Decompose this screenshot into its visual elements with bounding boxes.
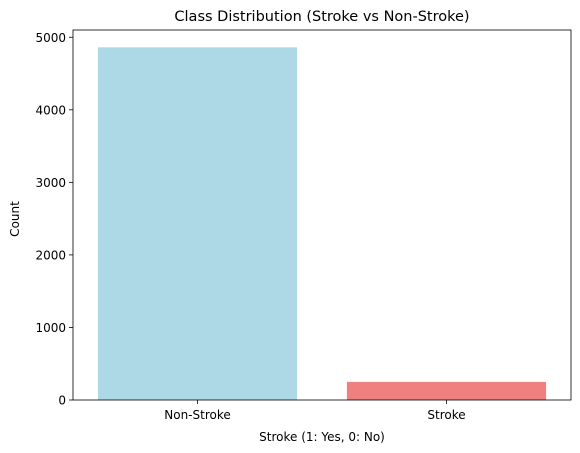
y-tick-label: 5000 [35, 31, 66, 45]
y-axis-ticks: 0 1000 2000 3000 4000 5000 [35, 31, 73, 408]
y-tick-label: 3000 [35, 176, 66, 190]
y-tick-label: 2000 [35, 248, 66, 262]
y-axis-label: Count [8, 201, 22, 237]
bars-group [97, 47, 547, 401]
bar-non-stroke [97, 47, 298, 401]
x-axis-ticks: Non-Stroke Stroke [164, 400, 466, 422]
y-tick-label: 0 [58, 394, 66, 408]
chart-title: Class Distribution (Stroke vs Non-Stroke… [174, 9, 469, 25]
x-tick-label: Stroke [427, 408, 465, 422]
y-tick-label: 4000 [35, 103, 66, 117]
y-tick-label: 1000 [35, 321, 66, 335]
bar-stroke [346, 381, 547, 400]
x-axis-label: Stroke (1: Yes, 0: No) [259, 430, 385, 444]
axes-frame [72, 29, 572, 401]
x-tick-label: Non-Stroke [164, 408, 231, 422]
